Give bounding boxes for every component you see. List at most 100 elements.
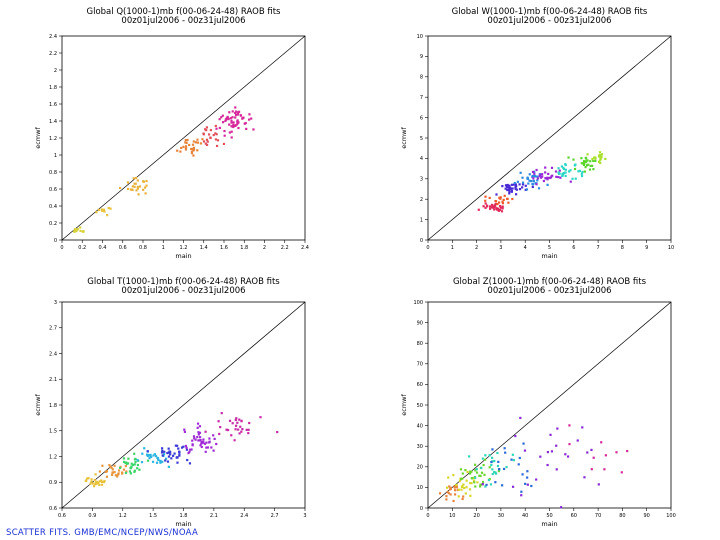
data-point <box>459 468 463 471</box>
chart-title: Global Q(1000-1)mb f(00-06-24-48) RAOB f… <box>87 7 282 17</box>
data-point <box>568 443 571 446</box>
data-point <box>161 454 164 457</box>
data-point <box>178 453 181 456</box>
data-point <box>133 185 136 188</box>
data-point <box>197 431 200 434</box>
data-point <box>238 432 241 435</box>
data-point <box>473 463 477 466</box>
data-point <box>544 171 547 174</box>
data-point <box>169 453 172 456</box>
data-point <box>586 159 589 162</box>
y-tick-label: 4 <box>420 156 423 162</box>
data-point <box>585 164 589 167</box>
data-point <box>196 149 199 152</box>
data-point <box>182 145 185 148</box>
panel-1: Global Q(1000-1)mb f(00-06-24-48) RAOB f… <box>34 7 309 260</box>
data-point <box>230 121 233 124</box>
data-point <box>574 177 577 180</box>
data-point <box>114 474 117 477</box>
data-point <box>512 183 516 186</box>
data-point <box>591 164 594 167</box>
data-point <box>247 118 251 121</box>
x-axis-label: main <box>541 252 557 260</box>
x-tick-label: 0.8 <box>139 245 147 251</box>
data-point <box>594 159 597 163</box>
data-point <box>129 188 133 191</box>
diagonal-line <box>427 301 672 509</box>
data-point <box>91 482 95 485</box>
data-point <box>475 468 478 471</box>
x-tick-label: 1.6 <box>220 245 228 251</box>
data-point <box>102 208 105 211</box>
chart-title: Global W(1000-1)mb f(00-06-24-48) RAOB f… <box>452 7 648 17</box>
data-point <box>562 167 566 171</box>
data-point <box>496 451 499 455</box>
footer-credit: SCATTER FITS. GMB/EMC/NCEP/NWS/NOAA <box>6 528 199 538</box>
data-point <box>525 188 529 191</box>
data-point <box>494 481 497 484</box>
data-point <box>484 485 487 488</box>
data-point <box>510 458 513 461</box>
data-point <box>202 133 205 136</box>
data-point <box>536 177 539 180</box>
data-point <box>490 460 493 464</box>
data-point <box>584 166 587 169</box>
data-point <box>561 173 565 176</box>
data-point <box>479 474 482 478</box>
data-point <box>194 438 197 441</box>
data-point <box>105 475 109 478</box>
data-point <box>225 428 228 431</box>
x-tick-label: 10 <box>668 245 674 251</box>
data-point <box>190 147 193 151</box>
data-point <box>587 163 590 166</box>
data-point <box>534 175 537 178</box>
data-point <box>86 477 89 480</box>
data-point <box>554 170 558 173</box>
y-tick-label: 100 <box>413 300 423 306</box>
data-point <box>562 172 565 175</box>
x-tick-label: 2.4 <box>240 513 248 519</box>
data-point <box>521 183 525 186</box>
data-point <box>235 417 238 420</box>
data-point <box>226 117 229 120</box>
data-point <box>615 451 618 454</box>
data-point <box>183 430 187 433</box>
data-point <box>513 181 516 185</box>
data-point <box>494 202 497 206</box>
data-point <box>219 426 222 429</box>
y-tick-label: 2 <box>54 68 57 74</box>
data-point <box>488 454 491 457</box>
data-point <box>446 490 449 494</box>
data-point <box>507 186 510 189</box>
data-point <box>490 456 494 459</box>
y-tick-label: 2.1 <box>49 377 57 383</box>
data-point <box>507 188 511 192</box>
data-point <box>523 449 527 452</box>
data-point <box>512 459 516 462</box>
data-point <box>533 172 536 175</box>
data-point <box>468 488 472 491</box>
data-point <box>573 164 576 167</box>
data-point <box>533 170 536 173</box>
data-point <box>133 470 136 473</box>
data-point <box>535 168 538 172</box>
data-point <box>136 187 139 190</box>
data-point <box>520 490 523 493</box>
data-point <box>505 465 508 469</box>
x-tick-label: 1.2 <box>180 245 188 251</box>
data-point <box>599 158 602 161</box>
data-point <box>514 193 518 196</box>
data-point <box>136 467 139 470</box>
x-tick-label: 8 <box>621 245 624 251</box>
data-point <box>600 441 603 444</box>
data-point <box>531 170 535 174</box>
data-point <box>128 470 132 473</box>
x-axis-label: main <box>175 520 191 528</box>
data-point <box>493 208 496 211</box>
data-point <box>248 113 251 116</box>
data-point <box>461 472 464 475</box>
data-point <box>191 143 195 146</box>
data-point <box>489 205 492 208</box>
data-point <box>200 442 203 445</box>
data-point <box>100 483 104 486</box>
